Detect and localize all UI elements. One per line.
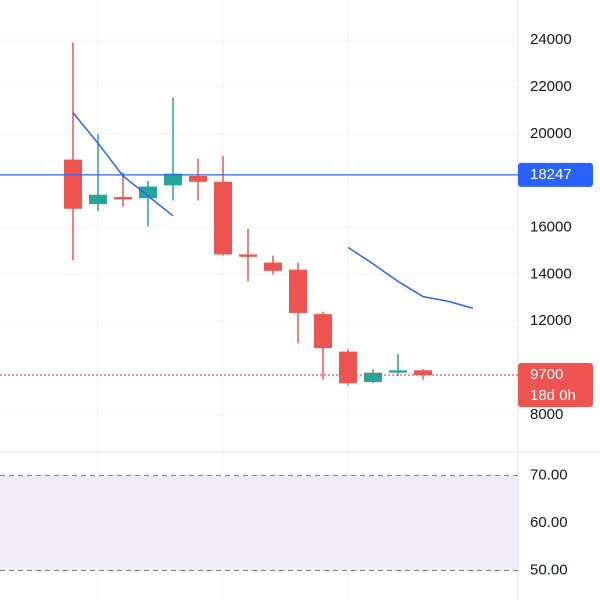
candle-body <box>239 254 257 257</box>
candle-body <box>189 175 207 182</box>
candle-body <box>389 370 407 373</box>
y-tick-label: 60.00 <box>530 514 568 531</box>
price-label-box <box>518 363 593 408</box>
candle-body <box>264 262 282 271</box>
candle-body <box>339 351 357 384</box>
y-tick-label: 14000 <box>530 265 572 282</box>
y-tick-label: 8000 <box>530 406 563 423</box>
candle-body <box>89 194 107 205</box>
candle-body <box>214 181 232 255</box>
candle-body <box>314 314 332 349</box>
price-label: 18247 <box>530 166 572 183</box>
y-tick-label: 22000 <box>530 78 572 95</box>
candle-body <box>64 159 82 209</box>
y-tick-label: 12000 <box>530 312 572 329</box>
price-label: 9700 <box>530 366 563 383</box>
candle-body <box>414 370 432 376</box>
candle-body <box>114 197 132 200</box>
y-tick-label: 70.00 <box>530 466 568 483</box>
y-tick-label: 16000 <box>530 218 572 235</box>
candle-body <box>164 173 182 186</box>
y-tick-label: 50.00 <box>530 561 568 578</box>
countdown-label: 18d 0h <box>530 387 576 404</box>
ma-line <box>347 246 474 310</box>
candle-body <box>289 269 307 313</box>
price-label-box <box>518 162 593 187</box>
candle-body <box>364 372 382 383</box>
ma-line <box>72 112 174 217</box>
y-tick-label: 20000 <box>530 125 572 142</box>
band <box>0 475 518 571</box>
y-tick-label: 24000 <box>530 31 572 48</box>
candle-body <box>139 186 157 199</box>
